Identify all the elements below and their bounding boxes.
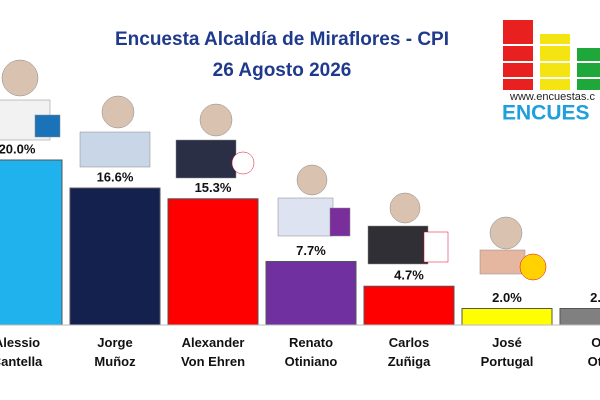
bar [559, 308, 600, 326]
x-tick-label: Alexander Von Ehren [181, 335, 245, 369]
value-label: 4.7% [394, 268, 424, 283]
value-label: 20.0% [0, 141, 36, 156]
value-label: 16.6% [97, 169, 134, 184]
bar [167, 198, 259, 326]
x-tick-label: Renato Otiniano [285, 335, 338, 369]
value-label: 2.0% [590, 290, 600, 305]
value-label: 7.7% [296, 243, 326, 258]
x-tick-label: OtroOtros [588, 335, 600, 369]
bar [363, 285, 455, 326]
chart-subtitle: 26 Agosto 2026 [213, 60, 352, 81]
chart-title: Encuesta Alcaldía de Miraflores - CPI [115, 29, 449, 50]
candidate-photos [0, 59, 547, 281]
logo-url: www.encuestas.c [509, 91, 595, 103]
value-label: 15.3% [195, 180, 232, 195]
x-tick-label: AlessioCantella [0, 335, 43, 369]
value-label: 2.0% [492, 290, 522, 305]
logo-name: ENCUES [502, 102, 590, 125]
bar [69, 187, 161, 326]
logo: www.encuestas.c ENCUES [502, 20, 600, 125]
x-tick-label: José Portugal [481, 335, 534, 369]
x-tick-label: Jorge Muñoz [94, 335, 136, 369]
bar [0, 159, 63, 326]
x-tick-label: Carlos Zuñiga [388, 335, 431, 369]
bar [265, 260, 357, 326]
bar [461, 308, 553, 326]
